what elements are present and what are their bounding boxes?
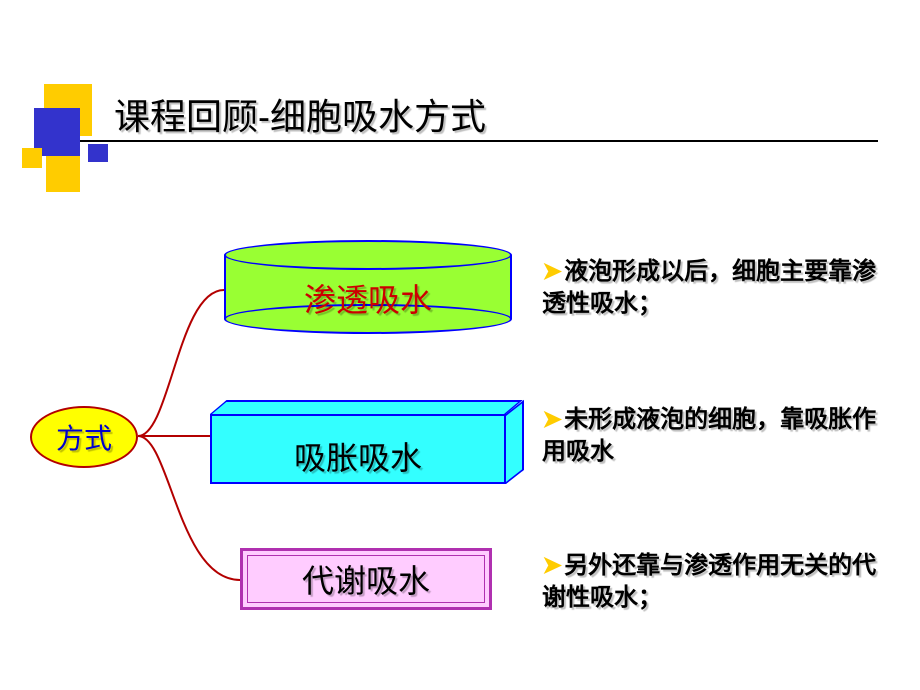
node-rect-pink-label: 代谢吸水 — [302, 556, 430, 602]
node-rect-pink: 代谢吸水 — [240, 548, 492, 610]
node-cylinder: 渗透吸水 — [224, 240, 512, 334]
desc-item: ➤未形成液泡的细胞，靠吸胀作用吸水 — [542, 404, 882, 469]
desc-item: ➤液泡形成以后，细胞主要靠渗透性吸水； — [542, 256, 882, 321]
root-node-label: 方式 — [56, 417, 112, 457]
cylinder-top-ellipse — [224, 240, 512, 270]
desc-text: 液泡形成以后，细胞主要靠渗透性吸水； — [542, 258, 876, 317]
bullet-triangle-icon: ➤ — [542, 550, 562, 582]
root-node-ellipse: 方式 — [30, 406, 138, 468]
cuboid-top-face — [210, 400, 523, 414]
node-cylinder-label: 渗透吸水 — [224, 275, 512, 321]
node-cuboid-label: 吸胀吸水 — [210, 433, 506, 479]
node-cuboid: 吸胀吸水 — [210, 400, 524, 484]
bullet-triangle-icon: ➤ — [542, 256, 562, 288]
desc-text: 未形成液泡的细胞，靠吸胀作用吸水 — [542, 406, 876, 465]
desc-text: 另外还靠与渗透作用无关的代谢性吸水； — [542, 552, 876, 611]
desc-item: ➤另外还靠与渗透作用无关的代谢性吸水； — [542, 550, 882, 615]
node-rect-pink-inner: 代谢吸水 — [247, 555, 485, 603]
bullet-triangle-icon: ➤ — [542, 404, 562, 436]
cuboid-right-face — [506, 400, 524, 484]
